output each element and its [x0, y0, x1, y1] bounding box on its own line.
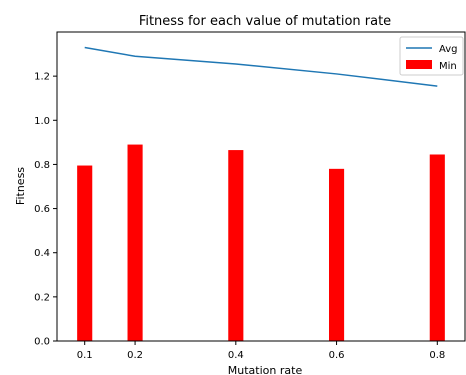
y-axis-label: Fitness [14, 167, 27, 205]
bar-min [329, 168, 345, 341]
chart-title: Fitness for each value of mutation rate [139, 14, 391, 29]
x-tick-label: 0.6 [329, 350, 345, 361]
x-axis-label: Mutation rate [228, 364, 303, 375]
x-axis-ticks: 0.1 0.2 0.4 0.6 0.8 [77, 341, 445, 361]
legend-min-label: Min [439, 61, 457, 72]
x-tick-label: 0.4 [228, 350, 244, 361]
y-tick-label: 0.4 [34, 248, 50, 259]
y-tick-label: 1.2 [34, 72, 50, 83]
line-series-avg [84, 46, 438, 87]
y-tick-label: 0.2 [34, 292, 50, 303]
legend: Avg Min [399, 36, 464, 76]
x-tick-label: 0.8 [429, 350, 445, 361]
legend-avg-label: Avg [439, 44, 458, 55]
y-tick-label: 1.0 [34, 116, 50, 127]
y-tick-label: 0.8 [34, 160, 50, 171]
bar-min [77, 165, 93, 341]
bar-series-min [77, 144, 445, 341]
y-tick-label: 0.6 [34, 204, 50, 215]
bar-min [429, 154, 445, 341]
y-axis-ticks: 0.0 0.2 0.4 0.6 0.8 1.0 1.2 [34, 72, 57, 348]
x-tick-label: 0.2 [127, 350, 143, 361]
bar-min [127, 144, 143, 341]
bar-min [228, 150, 244, 341]
plot-area-frame [56, 31, 466, 342]
legend-min-swatch [406, 60, 432, 69]
avg-line [84, 46, 438, 87]
x-tick-label: 0.1 [77, 350, 93, 361]
y-tick-label: 0.0 [34, 337, 50, 348]
